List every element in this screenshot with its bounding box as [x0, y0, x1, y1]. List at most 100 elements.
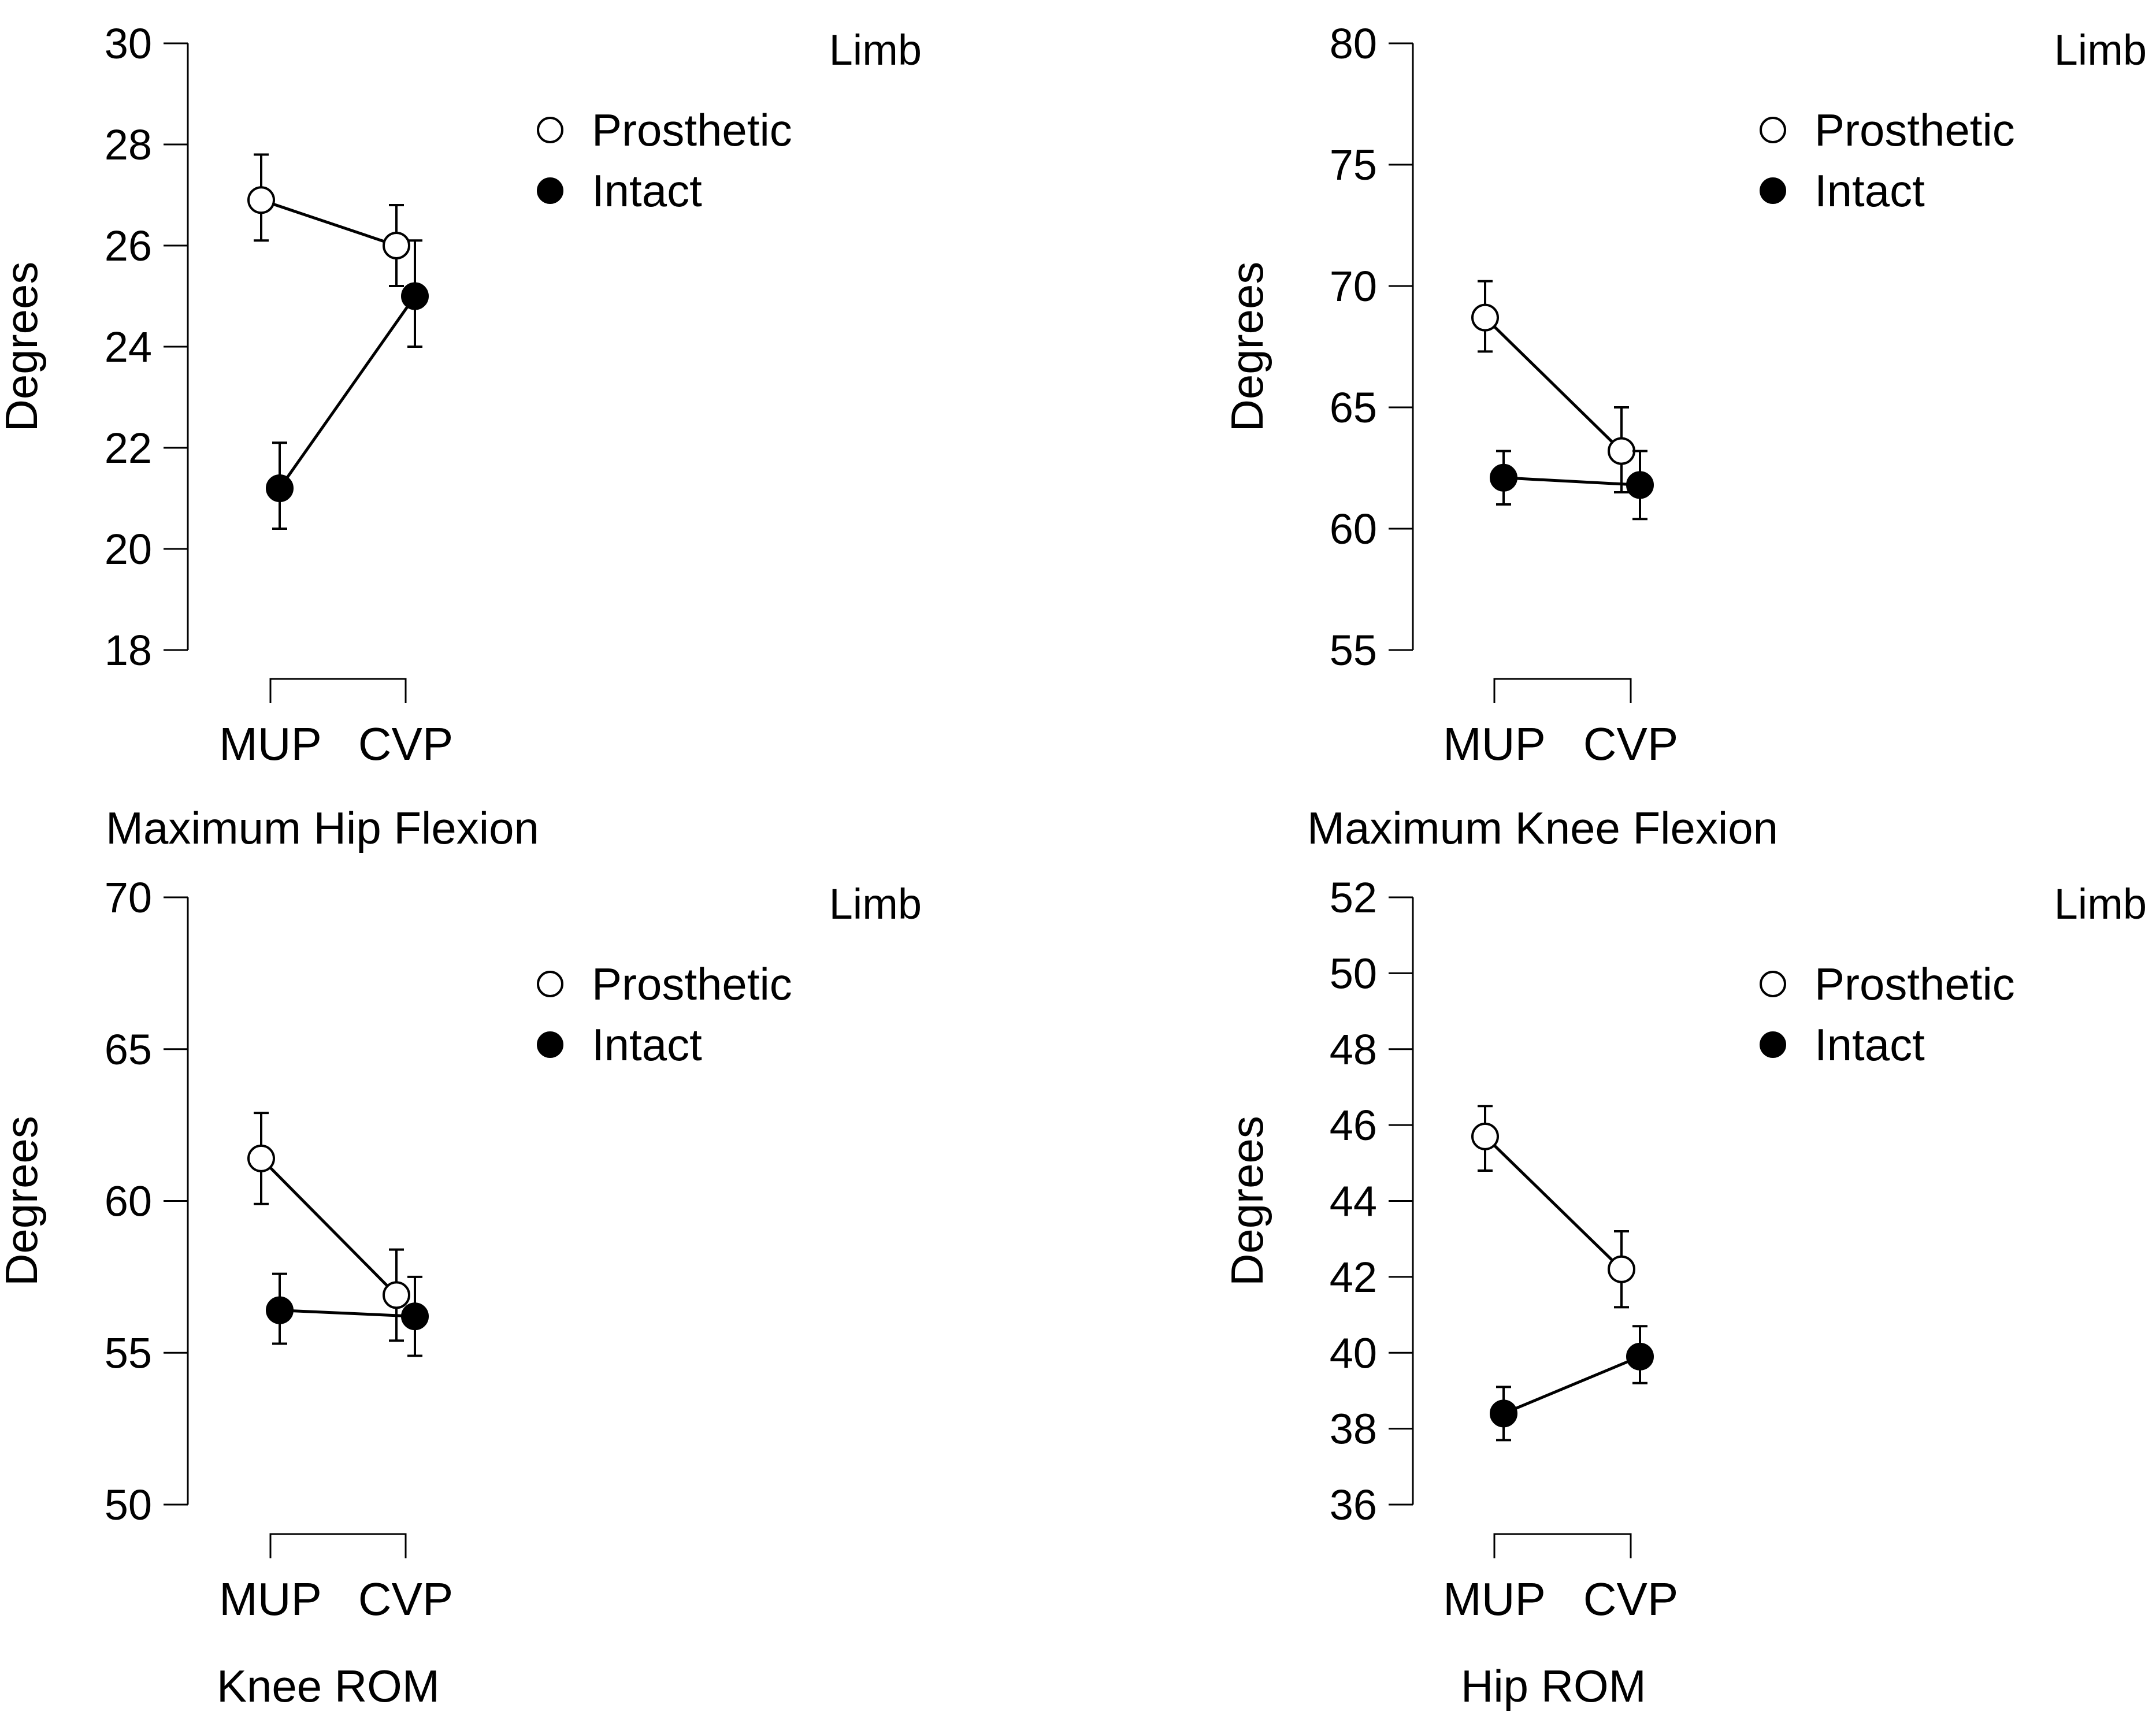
y-tick-label: 55: [105, 1329, 152, 1377]
y-tick-label: 50: [105, 1481, 152, 1529]
data-point-intact: [1626, 471, 1654, 499]
x-category-label: CVP: [358, 718, 454, 770]
y-tick-label: 22: [105, 424, 152, 472]
data-point-prosthetic: [1471, 1122, 1499, 1150]
y-tick-label: 70: [1330, 262, 1377, 310]
legend-label-intact: Intact: [592, 165, 702, 216]
x-axis-bracket: [1493, 678, 1632, 703]
y-tick-label: 46: [1330, 1101, 1377, 1149]
chart-panel-1: 18 20 22 24 26 28 30 Degrees MUP CVP Maximum Hip F…: [0, 20, 922, 853]
chart-title: Maximum Hip Flexion: [106, 803, 539, 853]
legend-marker-prosthetic: [537, 117, 563, 143]
data-point-intact: [401, 1302, 429, 1331]
data-point-intact: [1626, 1342, 1654, 1371]
y-axis-title: Degrees: [1222, 262, 1272, 432]
y-axis-title: Degrees: [0, 1116, 47, 1286]
data-point-prosthetic: [247, 186, 275, 214]
data-point-prosthetic: [383, 232, 410, 259]
series-line-intact: [279, 1309, 415, 1318]
legend: Limb Prosthetic Intact: [537, 880, 922, 1070]
legend-title: Limb: [829, 880, 922, 928]
legend: Limb Prosthetic Intact: [1760, 26, 2147, 216]
legend-label-prosthetic: Prosthetic: [1814, 959, 2015, 1009]
x-category-label: CVP: [1583, 718, 1679, 770]
data-point-prosthetic: [1608, 1255, 1635, 1283]
chart-title: Knee ROM: [217, 1661, 440, 1711]
x-axis-bracket: [269, 1533, 407, 1558]
y-tick-label: 20: [105, 525, 152, 573]
chart-panel-2: 55 60 65 70 75 80 Degrees MUP CVP Maximum Knee Fl…: [1222, 20, 2147, 853]
legend-label-prosthetic: Prosthetic: [592, 959, 792, 1009]
legend-title: Limb: [2054, 26, 2147, 74]
y-axis-title: Degrees: [1222, 1116, 1272, 1286]
legend-label-intact: Intact: [592, 1019, 702, 1070]
y-tick-label: 40: [1330, 1329, 1377, 1377]
data-point-prosthetic: [383, 1281, 410, 1309]
y-tick-label: 18: [105, 626, 152, 674]
legend-label-intact: Intact: [1814, 1019, 1925, 1070]
series-line-prosthetic: [1484, 1135, 1623, 1271]
series-line-prosthetic: [261, 198, 397, 247]
series-line-prosthetic: [1484, 316, 1623, 452]
legend-marker-intact: [537, 177, 563, 204]
y-tick-label: 36: [1330, 1481, 1377, 1529]
legend: Limb Prosthetic Intact: [1760, 880, 2147, 1070]
chart-panel-4: 36 38 40 42 44 46 48 50 52 Degrees MUP CVP Hip ROM Li…: [1222, 874, 2147, 1711]
data-point-intact: [266, 474, 294, 502]
y-tick-label: 28: [105, 121, 152, 169]
data-point-prosthetic: [247, 1144, 275, 1172]
series-line-intact: [1503, 476, 1641, 487]
series-line-prosthetic: [260, 1157, 398, 1297]
x-category-label: CVP: [1583, 1573, 1679, 1625]
x-category-label: MUP: [1443, 718, 1546, 770]
legend: Limb Prosthetic Intact: [537, 26, 922, 216]
data-point-prosthetic: [1608, 437, 1635, 465]
y-tick-label: 50: [1330, 949, 1377, 997]
y-tick-label: 60: [105, 1178, 152, 1226]
data-point-intact: [401, 282, 429, 310]
y-tick-label: 65: [105, 1026, 152, 1074]
x-category-label: MUP: [1443, 1573, 1546, 1625]
data-point-intact: [266, 1296, 294, 1324]
y-tick-label: 80: [1330, 20, 1377, 68]
chart-panel-3: 50 55 60 65 70 Degrees MUP CVP Knee ROM Limb Prost…: [0, 874, 922, 1711]
y-tick-label: 52: [1330, 874, 1377, 922]
x-axis-bracket: [269, 678, 407, 703]
data-point-intact: [1490, 463, 1517, 492]
legend-marker-prosthetic: [1760, 971, 1786, 997]
y-axis-title: Degrees: [0, 262, 47, 432]
y-tick-label: 75: [1330, 141, 1377, 189]
legend-marker-intact: [1760, 1031, 1786, 1058]
chart-title: Hip ROM: [1461, 1661, 1646, 1711]
legend-marker-intact: [537, 1031, 563, 1058]
legend-marker-prosthetic: [1760, 117, 1786, 143]
legend-label-prosthetic: Prosthetic: [1814, 105, 2015, 155]
y-tick-label: 42: [1330, 1253, 1377, 1301]
series-line-intact: [1503, 1355, 1641, 1415]
legend-marker-intact: [1760, 177, 1786, 204]
legend-title: Limb: [829, 26, 922, 74]
y-tick-label: 44: [1330, 1178, 1377, 1226]
x-category-label: CVP: [358, 1573, 454, 1625]
legend-marker-prosthetic: [537, 971, 563, 997]
y-tick-label: 60: [1330, 505, 1377, 553]
y-tick-label: 48: [1330, 1026, 1377, 1074]
y-tick-label: 26: [105, 222, 152, 270]
x-category-label: MUP: [219, 1573, 322, 1625]
y-tick-label: 65: [1330, 384, 1377, 432]
data-point-prosthetic: [1471, 303, 1499, 332]
legend-title: Limb: [2054, 880, 2147, 928]
legend-label-prosthetic: Prosthetic: [592, 105, 792, 155]
data-point-intact: [1490, 1399, 1517, 1428]
y-tick-label: 55: [1330, 626, 1377, 674]
chart-title: Maximum Knee Flexion: [1307, 803, 1778, 853]
x-category-label: MUP: [219, 718, 322, 770]
series-line-intact: [278, 295, 417, 489]
y-tick-label: 38: [1330, 1405, 1377, 1453]
y-tick-label: 70: [105, 874, 152, 922]
y-tick-label: 30: [105, 20, 152, 68]
y-tick-label: 24: [105, 323, 152, 371]
legend-label-intact: Intact: [1814, 165, 1925, 216]
x-axis-bracket: [1493, 1533, 1632, 1558]
